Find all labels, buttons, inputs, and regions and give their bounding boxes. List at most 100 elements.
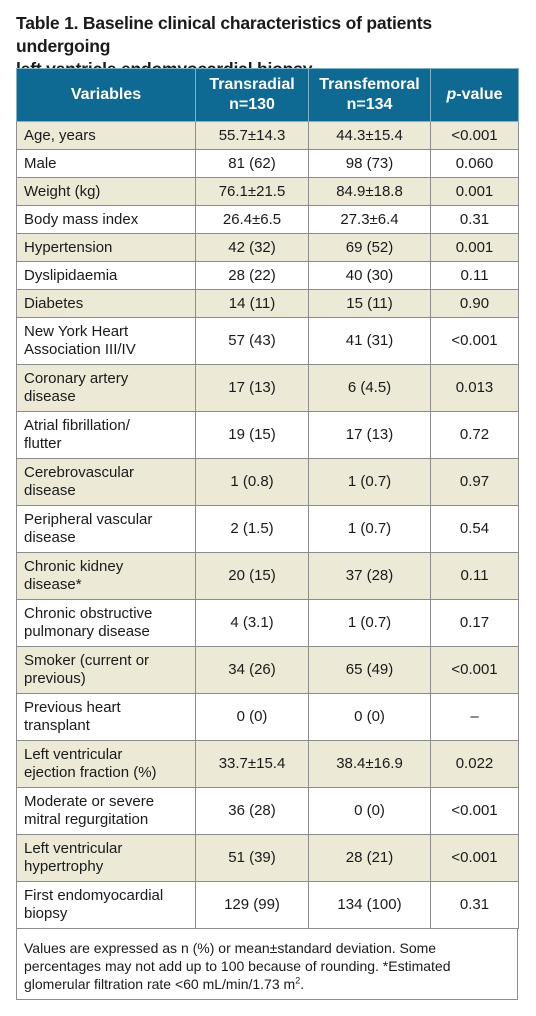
variable-label: Left ventricular ejection fraction (%)	[16, 740, 196, 788]
footnote-line-3: glomerular filtration rate <60 mL/min/1.…	[24, 975, 305, 992]
transradial-value: 2 (1.5)	[195, 505, 309, 553]
transradial-value: 19 (15)	[195, 411, 309, 459]
table-row: Coronary artery disease 17 (13) 6 (4.5) 0.01…	[16, 364, 519, 412]
transradial-value: 42 (32)	[195, 233, 309, 262]
table-row: Weight (kg) 76.1±21.5 84.9±18.8 0.001	[16, 177, 519, 206]
table-container: Variables Transradial n=130 Transfemoral…	[16, 68, 519, 1000]
transfemoral-value: 27.3±6.4	[308, 205, 431, 234]
table-row: Cerebrovascular disease 1 (0.8) 1 (0.7) 0.97	[16, 458, 519, 506]
transradial-value: 0 (0)	[195, 693, 309, 741]
variable-label: Moderate or severe mitral regurgitation	[16, 787, 196, 835]
p-value: 0.022	[430, 740, 519, 788]
transradial-value: 14 (11)	[195, 289, 309, 318]
transradial-value: 26.4±6.5	[195, 205, 309, 234]
transfemoral-value: 65 (49)	[308, 646, 431, 694]
p-value: 0.013	[430, 364, 519, 412]
transfemoral-value: 38.4±16.9	[308, 740, 431, 788]
variable-label: New York Heart Association III/IV	[16, 317, 196, 365]
variable-label: Smoker (current or previous)	[16, 646, 196, 694]
table-row: First endomyocardial biopsy 129 (99) 134 (1…	[16, 881, 519, 929]
footnote-line-2: percentages may not add up to 100 becaus…	[24, 958, 451, 974]
table-row: Chronic kidney disease* 20 (15) 37 (28) 0.11	[16, 552, 519, 600]
variable-label: Cerebrovascular disease	[16, 458, 196, 506]
p-value: 0.97	[430, 458, 519, 506]
header-transradial: Transradial n=130	[195, 68, 309, 122]
table-row: Chronic obstructive pulmonary disease 4 (3…	[16, 599, 519, 647]
transradial-value: 36 (28)	[195, 787, 309, 835]
transfemoral-value: 134 (100)	[308, 881, 431, 929]
header-transfemoral: Transfemoral n=134	[308, 68, 431, 122]
transradial-value: 51 (39)	[195, 834, 309, 882]
p-value: <0.001	[430, 646, 519, 694]
table-row: Atrial fibrillation/flutter 19 (15) 17 (13…	[16, 411, 519, 459]
p-value: <0.001	[430, 121, 519, 150]
transfemoral-value: 37 (28)	[308, 552, 431, 600]
transradial-value: 76.1±21.5	[195, 177, 309, 206]
p-value: 0.31	[430, 205, 519, 234]
variable-label: Weight (kg)	[16, 177, 196, 206]
p-value: 0.72	[430, 411, 519, 459]
table-row: Smoker (current or previous) 34 (26) 65 (49…	[16, 646, 519, 694]
transradial-value: 17 (13)	[195, 364, 309, 412]
transfemoral-value: 0 (0)	[308, 787, 431, 835]
variable-label: Dyslipidaemia	[16, 261, 196, 290]
table-row: Dyslipidaemia 28 (22) 40 (30) 0.11	[16, 261, 519, 290]
transradial-value: 57 (43)	[195, 317, 309, 365]
transradial-value: 55.7±14.3	[195, 121, 309, 150]
p-value: 0.11	[430, 552, 519, 600]
transfemoral-value: 69 (52)	[308, 233, 431, 262]
variable-label: Atrial fibrillation/flutter	[16, 411, 196, 459]
p-value: 0.060	[430, 149, 519, 178]
baseline-characteristics-table: Variables Transradial n=130 Transfemoral…	[16, 68, 519, 929]
footnote-line-1: Values are expressed as n (%) or mean±st…	[24, 940, 437, 956]
variable-label: Chronic obstructive pulmonary disease	[16, 599, 196, 647]
table-row: Male 81 (62) 98 (73) 0.060	[16, 149, 519, 178]
transfemoral-value: 6 (4.5)	[308, 364, 431, 412]
transfemoral-value: 15 (11)	[308, 289, 431, 318]
variable-label: Previous heart transplant	[16, 693, 196, 741]
transradial-value: 28 (22)	[195, 261, 309, 290]
transfemoral-value: 84.9±18.8	[308, 177, 431, 206]
transradial-value: 1 (0.8)	[195, 458, 309, 506]
variable-label: Peripheral vascular disease	[16, 505, 196, 553]
p-value: 0.001	[430, 177, 519, 206]
table-row: Age, years 55.7±14.3 44.3±15.4 <0.001	[16, 121, 519, 150]
p-value: 0.31	[430, 881, 519, 929]
variable-label: Chronic kidney disease*	[16, 552, 196, 600]
transradial-value: 33.7±15.4	[195, 740, 309, 788]
transfemoral-value: 41 (31)	[308, 317, 431, 365]
table-row: Body mass index 26.4±6.5 27.3±6.4 0.31	[16, 205, 519, 234]
p-value: <0.001	[430, 317, 519, 365]
p-value: 0.90	[430, 289, 519, 318]
table-row: Diabetes 14 (11) 15 (11) 0.90	[16, 289, 519, 318]
variable-label: Age, years	[16, 121, 196, 150]
table-row: Left ventricular ejection fraction (%) 33.…	[16, 740, 519, 788]
table-row: Moderate or severe mitral regurgitation 36…	[16, 787, 519, 835]
table-body: Age, years 55.7±14.3 44.3±15.4 <0.001 Male 81…	[16, 121, 519, 929]
transfemoral-value: 40 (30)	[308, 261, 431, 290]
p-value: 0.54	[430, 505, 519, 553]
transfemoral-value: 1 (0.7)	[308, 505, 431, 553]
p-value: <0.001	[430, 787, 519, 835]
transradial-value: 34 (26)	[195, 646, 309, 694]
table-row: Left ventricular hypertrophy 51 (39) 28 (21…	[16, 834, 519, 882]
variable-label: Coronary artery disease	[16, 364, 196, 412]
transradial-value: 4 (3.1)	[195, 599, 309, 647]
transfemoral-value: 17 (13)	[308, 411, 431, 459]
variable-label: Left ventricular hypertrophy	[16, 834, 196, 882]
table-footnote: Values are expressed as n (%) or mean±st…	[16, 929, 518, 1000]
variable-label: Hypertension	[16, 233, 196, 262]
transfemoral-value: 98 (73)	[308, 149, 431, 178]
table-row: New York Heart Association III/IV 57 (43) 4…	[16, 317, 519, 365]
table-row: Hypertension 42 (32) 69 (52) 0.001	[16, 233, 519, 262]
transfemoral-value: 0 (0)	[308, 693, 431, 741]
header-p-value: p-value	[430, 68, 519, 122]
table-row: Peripheral vascular disease 2 (1.5) 1 (0.7)…	[16, 505, 519, 553]
caption-line-1: Table 1. Baseline clinical characteristi…	[16, 13, 432, 56]
p-value: <0.001	[430, 834, 519, 882]
transfemoral-value: 44.3±15.4	[308, 121, 431, 150]
header-row: Variables Transradial n=130 Transfemoral…	[16, 68, 519, 122]
p-value: 0.001	[430, 233, 519, 262]
variable-label: Diabetes	[16, 289, 196, 318]
transfemoral-value: 1 (0.7)	[308, 599, 431, 647]
